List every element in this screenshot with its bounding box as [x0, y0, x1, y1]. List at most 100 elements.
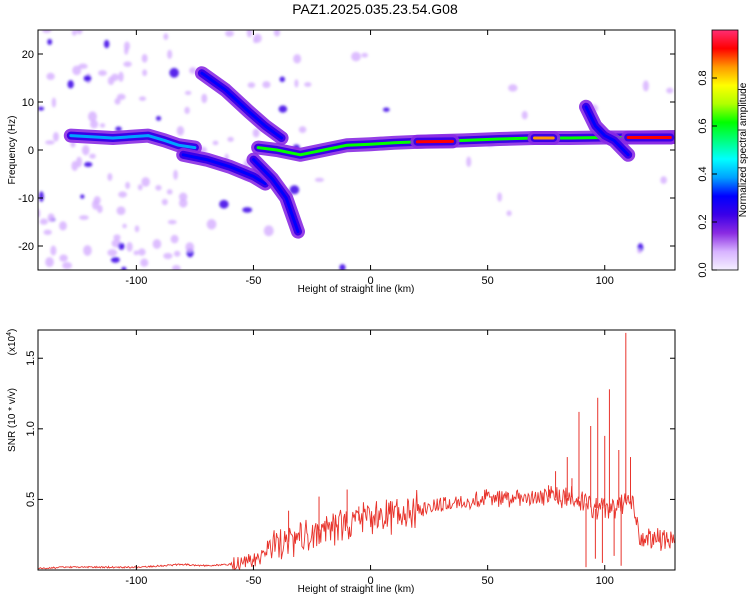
spectrogram-noise-blob	[156, 116, 161, 121]
spectrogram-noise-blob	[163, 253, 172, 259]
spectrogram-noise-blob	[225, 30, 234, 36]
snr-y-multiplier: (x104)	[6, 329, 18, 356]
spectrogram-x-tick-label: -100	[125, 275, 147, 287]
spectrogram-noise-blob	[171, 235, 179, 243]
colorbar-gradient	[712, 30, 738, 270]
spectrogram-noise-blob	[660, 176, 667, 184]
spectrogram-noise-blob	[84, 162, 92, 167]
spectrogram-noise-blob	[247, 27, 252, 38]
spectrogram-noise-blob	[45, 140, 55, 144]
spectrogram-noise-blob	[67, 80, 73, 88]
spectrogram-noise-blob	[507, 210, 512, 216]
spectrogram-noise-blob	[84, 75, 92, 82]
spectrogram-noise-blob	[299, 126, 306, 133]
spectrogram-noise-blob	[79, 215, 89, 220]
snr-y-tick-label: 1.0	[25, 421, 37, 436]
spectrogram-noise-blob	[139, 96, 146, 101]
spectrogram-noise-blob	[111, 257, 120, 263]
spectrogram-noise-blob	[135, 225, 140, 232]
spectrogram-noise-blob	[508, 84, 517, 91]
spectrogram-noise-blob	[78, 64, 87, 69]
spectrogram-noise-blob	[134, 251, 139, 256]
spectrogram-noise-blob	[40, 219, 48, 225]
spectrogram-noise-blob	[122, 224, 126, 229]
spectrogram-noise-blob	[83, 245, 92, 256]
colorbar-tick-label: 0.4	[697, 166, 709, 181]
colorbar: 0.00.20.40.60.8 Normalized spectral ampl…	[697, 30, 749, 278]
spectrogram-noise-blob	[44, 230, 52, 235]
spectrogram-x-axis-title: Height of straight line (km)	[298, 284, 415, 295]
colorbar-tick-label: 0.8	[697, 70, 709, 85]
spectrogram-noise-blob	[107, 249, 117, 256]
spectrogram-noise-blob	[497, 192, 502, 201]
spectrogram-noise-blob	[522, 111, 528, 120]
spectrogram-noise-blob	[48, 213, 55, 222]
spectrogram-noise-blob	[184, 107, 189, 114]
spectrogram-noise-blob	[89, 154, 96, 159]
spectrogram-noise-blob	[315, 178, 324, 182]
spectrogram-noise-blob	[126, 242, 132, 252]
spectrogram-x-tick-label: 50	[482, 275, 494, 287]
spectrogram-noise-blob	[47, 39, 52, 45]
colorbar-tick-label: 0.0	[697, 262, 709, 277]
spectrogram-noise-blob	[123, 61, 131, 67]
spectrogram-noise-blob	[142, 54, 148, 63]
spectrogram-noise-blob	[466, 156, 471, 167]
spectrogram-noise-blob	[53, 132, 59, 142]
spectrogram-noise-blob	[666, 88, 673, 94]
spectrogram-noise-blob	[104, 40, 109, 48]
spectrogram-noise-blob	[173, 170, 178, 180]
spectrogram-noise-blob	[121, 267, 126, 272]
spectrogram-noise-blob	[141, 177, 150, 187]
spectrogram-noise-blob	[242, 207, 252, 213]
spectrogram-y-axis-title: Frequency (Hz)	[7, 116, 18, 185]
spectrogram-noise-blob	[361, 53, 368, 58]
spectrogram-noise-blob	[138, 184, 143, 190]
spectrogram-noise-blob	[50, 246, 56, 256]
spectrogram-noise-blob	[125, 182, 130, 189]
spectrogram-noise-blob	[185, 242, 194, 252]
colorbar-tick-label: 0.2	[697, 214, 709, 229]
spectrogram-noise-blob	[82, 145, 90, 155]
spectrogram-noise-blob	[253, 128, 260, 137]
snr-y-tick-label: 0.5	[25, 492, 37, 507]
spectrogram-noise-blob	[248, 82, 256, 88]
spectrogram-noise-blob	[279, 105, 288, 112]
spectrogram-noise-blob	[59, 221, 67, 230]
spectrogram-noise-blob	[124, 41, 130, 50]
spectrogram-noise-blob	[100, 123, 105, 127]
spectrogram-noise-blob	[280, 77, 286, 83]
spectrogram-noise-blob	[138, 248, 146, 255]
spectrogram-noise-blob	[107, 173, 112, 181]
spectrogram-noise-blob	[59, 254, 67, 261]
snr-x-tick-label: -50	[246, 575, 262, 587]
spectrogram-noise-blob	[167, 50, 172, 59]
snr-x-tick-label: 100	[596, 575, 614, 587]
spectrogram-noise-blob	[62, 262, 72, 269]
spectrogram-y-tick-label: 10	[22, 97, 34, 109]
spectrogram-noise-blob	[38, 107, 44, 111]
spectrogram-noise-blob	[168, 220, 177, 225]
spectrogram-noise-blob	[264, 225, 274, 236]
spectrogram-noise-blob	[88, 111, 97, 122]
spectrogram-noise-blob	[185, 91, 192, 95]
spectrogram-noise-blob	[213, 141, 219, 146]
snr-x-tick-label: 50	[482, 575, 494, 587]
spectrogram-noise-blob	[637, 249, 641, 254]
spectrogram-noise-blob	[169, 68, 179, 78]
spectrogram-noise-blob	[294, 79, 298, 87]
snr-y-multiplier-base: (x10	[7, 335, 18, 355]
spectrogram-x-tick-label: 100	[596, 275, 614, 287]
spectrogram-noise-blob	[153, 239, 162, 249]
spectrogram-noise-blob	[39, 191, 44, 202]
spectrogram-noise-blob	[167, 189, 173, 194]
spectrogram-noise-blob	[162, 199, 168, 205]
colorbar-label: Normalized spectral amplitude	[738, 82, 749, 217]
spectrogram-noise-blob	[207, 219, 217, 230]
spectrogram-noise-blob	[174, 251, 180, 257]
spectrogram-noise-blob	[142, 69, 147, 76]
spectrogram-noise-blob	[117, 206, 126, 215]
